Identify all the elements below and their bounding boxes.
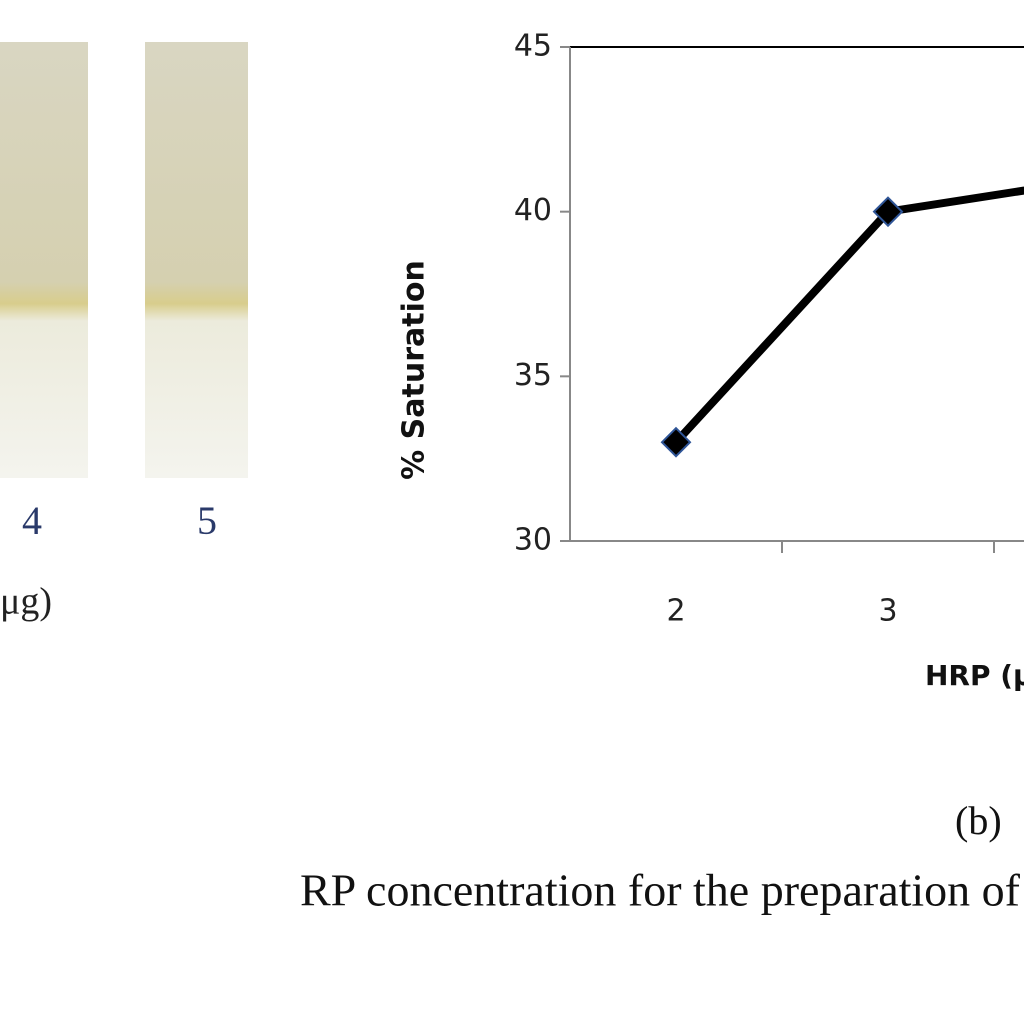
tube xyxy=(145,42,248,478)
x-tick-label: 3 xyxy=(878,594,897,629)
tube-label: 4 xyxy=(22,498,42,543)
y-tick-label: 45 xyxy=(514,29,552,64)
tube-label: 5 xyxy=(197,498,217,543)
y-tick-label: 40 xyxy=(514,193,552,228)
caption: RP concentration for the preparation of … xyxy=(300,865,1024,916)
x-axis-title: HRP (μ xyxy=(925,659,1024,692)
y-tick-label: 35 xyxy=(514,358,552,393)
data-point xyxy=(872,196,904,228)
x-tick-label: 2 xyxy=(666,594,685,629)
tube xyxy=(0,42,88,478)
axis-label: μg) xyxy=(0,581,52,623)
data-line xyxy=(673,186,1024,445)
data-point xyxy=(660,426,692,458)
y-tick-label: 30 xyxy=(514,523,552,558)
y-axis-title: % Saturation xyxy=(397,260,432,480)
panel-label: (b) xyxy=(955,798,1002,843)
